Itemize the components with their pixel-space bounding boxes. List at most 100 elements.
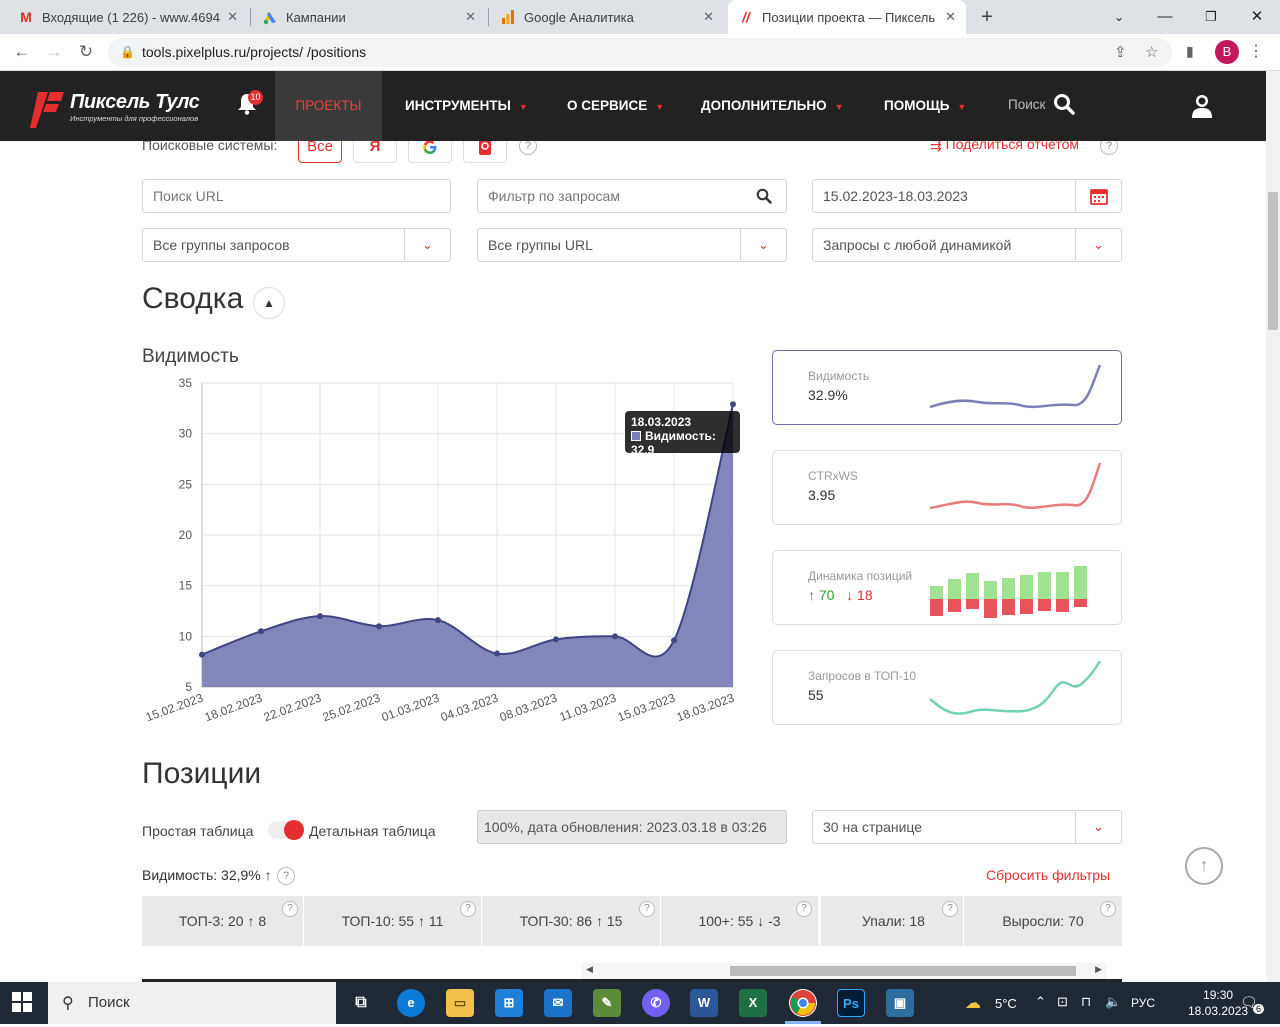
share-report-link[interactable]: ⇶ Поделиться отчетом bbox=[930, 141, 1079, 153]
profile-avatar[interactable]: B bbox=[1215, 40, 1239, 64]
url-search-field[interactable] bbox=[142, 179, 451, 213]
engine-google-button[interactable] bbox=[408, 141, 452, 163]
help-icon[interactable]: ? bbox=[460, 901, 476, 917]
stat-top30[interactable]: ТОП-30: 86 ↑ 15? bbox=[482, 896, 661, 946]
menu-tools[interactable]: ИНСТРУМЕНТЫ ▼ bbox=[405, 71, 528, 141]
minimize-button[interactable]: — bbox=[1157, 8, 1173, 25]
new-tab-button[interactable]: + bbox=[981, 6, 993, 28]
clock[interactable]: 19:30 18.03.2023 bbox=[1188, 987, 1248, 1019]
scroll-right-icon[interactable]: ▶ bbox=[1095, 964, 1102, 974]
url-search-input[interactable] bbox=[143, 180, 450, 212]
engine-all-button[interactable]: Все bbox=[298, 141, 342, 163]
browser-tab-positions[interactable]: // Позиции проекта — Пиксель Ту ✕ bbox=[728, 0, 966, 34]
menu-about[interactable]: О СЕРВИСЕ ▼ bbox=[567, 71, 664, 141]
reset-filters-link[interactable]: Сбросить фильтры bbox=[986, 867, 1111, 883]
tab-search-button[interactable]: ⌄ bbox=[1113, 10, 1125, 24]
metric-card-visibility[interactable]: Видимость 32.9% bbox=[772, 350, 1122, 425]
stat-fell[interactable]: Упали: 18? bbox=[824, 896, 964, 946]
help-icon[interactable]: ? bbox=[519, 141, 537, 155]
tray-app-icon[interactable]: ⊡ bbox=[1057, 994, 1068, 1009]
address-bar[interactable]: 🔒 tools.pixelplus.ru/projects/ /position… bbox=[108, 38, 1172, 67]
metric-card-dynamics[interactable]: Динамика позиций ↑ 70 ↓ 18 bbox=[772, 550, 1122, 625]
url-groups-select[interactable]: Все группы URL ⌄ bbox=[477, 228, 787, 262]
per-page-select[interactable]: 30 на странице ⌄ bbox=[812, 810, 1122, 844]
side-panel-icon[interactable]: ▮ bbox=[1186, 43, 1194, 59]
help-icon[interactable]: ? bbox=[796, 901, 812, 917]
mail-icon[interactable]: ✉ bbox=[544, 989, 572, 1017]
excel-icon[interactable]: X bbox=[739, 989, 767, 1017]
site-search-label[interactable]: Поиск bbox=[1008, 97, 1046, 112]
viber-icon[interactable]: ✆ bbox=[642, 989, 670, 1017]
app-icon[interactable]: ▣ bbox=[886, 989, 914, 1017]
browser-menu-icon[interactable]: ⋮ bbox=[1248, 43, 1264, 60]
scroll-thumb[interactable] bbox=[730, 966, 1076, 976]
restore-button[interactable]: ❐ bbox=[1205, 9, 1217, 24]
help-icon[interactable]: ? bbox=[639, 901, 655, 917]
notes-app-icon[interactable]: ✎ bbox=[593, 989, 621, 1017]
share-page-icon[interactable]: ⇪ bbox=[1114, 44, 1127, 61]
close-icon[interactable]: ✕ bbox=[945, 9, 956, 24]
horizontal-scrollbar[interactable]: ◀ ▶ bbox=[582, 963, 1106, 979]
chevron-down-icon[interactable]: ⌄ bbox=[404, 229, 450, 261]
forward-button[interactable]: → bbox=[45, 42, 63, 61]
date-range-field[interactable]: 15.02.2023-18.03.2023 bbox=[812, 179, 1122, 213]
metric-card-ctrxws[interactable]: CTRxWS 3.95 bbox=[772, 450, 1122, 525]
edge-icon[interactable]: e bbox=[397, 989, 425, 1017]
dynamics-select[interactable]: Запросы с любой динамикой ⌄ bbox=[812, 228, 1122, 262]
calendar-icon[interactable] bbox=[1075, 180, 1121, 212]
user-icon[interactable] bbox=[1191, 94, 1213, 123]
file-explorer-icon[interactable]: ▭ bbox=[446, 989, 474, 1017]
chevron-down-icon[interactable]: ⌄ bbox=[1075, 229, 1121, 261]
photoshop-icon[interactable]: Ps bbox=[837, 989, 865, 1017]
back-button[interactable]: ← bbox=[13, 42, 31, 61]
engine-yandex-button[interactable]: Я bbox=[353, 141, 397, 163]
reload-button[interactable]: ↻ bbox=[78, 42, 94, 61]
chevron-down-icon[interactable]: ⌄ bbox=[1075, 811, 1121, 843]
logo[interactable]: Пиксель Тулс Инструменты для профессиона… bbox=[30, 87, 200, 128]
url-text[interactable]: tools.pixelplus.ru/projects/ /positions bbox=[142, 44, 367, 60]
scroll-left-icon[interactable]: ◀ bbox=[586, 964, 593, 974]
query-filter-field[interactable] bbox=[477, 179, 787, 213]
help-icon[interactable]: ? bbox=[282, 901, 298, 917]
close-icon[interactable]: ✕ bbox=[227, 9, 238, 24]
query-groups-select[interactable]: Все группы запросов ⌄ bbox=[142, 228, 451, 262]
bookmark-star-icon[interactable]: ☆ bbox=[1145, 44, 1159, 61]
chevron-up-icon[interactable]: ⌃ bbox=[1035, 994, 1046, 1009]
menu-help[interactable]: ПОМОЩЬ ▼ bbox=[884, 71, 966, 141]
table-mode-toggle[interactable] bbox=[268, 820, 304, 840]
query-filter-input[interactable] bbox=[478, 180, 786, 212]
search-icon[interactable] bbox=[756, 188, 772, 209]
help-icon[interactable]: ? bbox=[1100, 141, 1118, 155]
chrome-icon[interactable] bbox=[789, 989, 817, 1017]
chevron-down-icon[interactable]: ⌄ bbox=[740, 229, 786, 261]
collapse-button[interactable]: ▲ bbox=[253, 287, 285, 319]
stat-top3[interactable]: ТОП-3: 20 ↑ 8? bbox=[142, 896, 304, 946]
engine-mobile-button[interactable] bbox=[463, 141, 507, 163]
browser-tab-ads[interactable]: Кампании ✕ bbox=[252, 0, 486, 34]
help-icon[interactable]: ? bbox=[277, 867, 295, 885]
menu-additional[interactable]: ДОПОЛНИТЕЛЬНО ▼ bbox=[701, 71, 844, 141]
menu-projects[interactable]: ПРОЕКТЫ bbox=[275, 71, 382, 141]
stat-rose[interactable]: Выросли: 70? bbox=[964, 896, 1122, 946]
metric-card-top10[interactable]: Запросов в ТОП-10 55 bbox=[772, 650, 1122, 725]
store-icon[interactable]: ⊞ bbox=[495, 989, 523, 1017]
network-icon[interactable]: ⊓ bbox=[1081, 994, 1092, 1009]
volume-icon[interactable]: 🔈 bbox=[1105, 994, 1122, 1009]
weather-icon[interactable]: ☁ bbox=[965, 995, 981, 1012]
temperature[interactable]: 5°C bbox=[995, 996, 1017, 1011]
language-indicator[interactable]: РУС bbox=[1131, 996, 1156, 1010]
stat-top10[interactable]: ТОП-10: 55 ↑ 11? bbox=[304, 896, 482, 946]
close-window-button[interactable]: ✕ bbox=[1250, 8, 1264, 25]
browser-tab-analytics[interactable]: Google Аналитика ✕ bbox=[490, 0, 724, 34]
help-icon[interactable]: ? bbox=[942, 901, 958, 917]
simple-table-label[interactable]: Простая таблица bbox=[142, 823, 254, 839]
scroll-to-top-button[interactable]: ↑ bbox=[1185, 847, 1223, 885]
windows-start-icon[interactable] bbox=[12, 992, 34, 1014]
detailed-table-label[interactable]: Детальная таблица bbox=[309, 823, 436, 839]
search-icon[interactable] bbox=[1053, 93, 1077, 117]
word-icon[interactable]: W bbox=[690, 989, 718, 1017]
close-icon[interactable]: ✕ bbox=[703, 9, 714, 24]
taskbar-search[interactable]: ⚲ Поиск bbox=[48, 982, 336, 1024]
close-icon[interactable]: ✕ bbox=[465, 9, 476, 24]
page-scroll-thumb[interactable] bbox=[1268, 192, 1278, 330]
